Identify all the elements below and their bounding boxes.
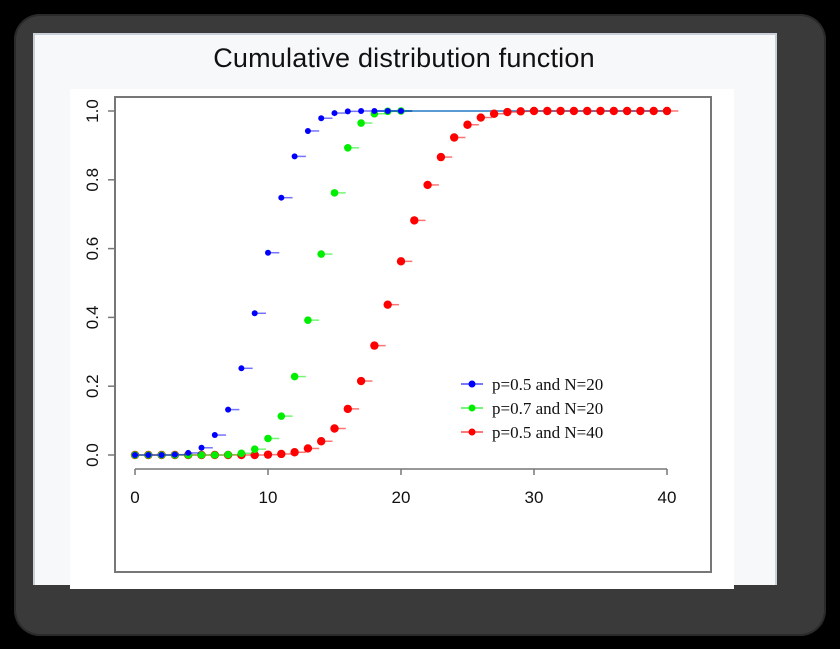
y-tick-label: 0.4 [83, 306, 102, 330]
data-point [291, 153, 298, 160]
data-point [636, 106, 645, 116]
data-point [330, 189, 339, 197]
legend-marker [468, 428, 476, 436]
data-point [436, 152, 446, 162]
data-point [197, 451, 206, 459]
data-point [198, 444, 205, 451]
data-point [290, 448, 299, 457]
data-point [343, 404, 352, 414]
legend-marker [468, 404, 476, 412]
series-0 [132, 108, 413, 458]
data-point [357, 119, 365, 127]
data-point [277, 412, 286, 420]
data-point [344, 144, 352, 152]
data-point [503, 107, 512, 117]
data-point [529, 106, 539, 116]
y-tick-label: 1.0 [83, 99, 102, 123]
data-point [304, 316, 312, 324]
data-point [596, 106, 605, 116]
data-point [371, 108, 378, 114]
legend-marker [468, 380, 476, 388]
y-tick-label: 0.2 [83, 374, 102, 398]
data-point [370, 341, 379, 350]
data-point [331, 110, 338, 117]
x-tick-label: 10 [259, 488, 278, 507]
y-tick-label: 0.0 [83, 443, 102, 467]
data-point [185, 449, 192, 456]
x-tick-label: 40 [658, 488, 677, 507]
data-point [358, 108, 365, 114]
data-point [318, 115, 325, 122]
data-point [330, 424, 339, 433]
data-point [556, 106, 565, 116]
legend: p=0.5 and N=20 p=0.7 and N=20 p=0.5 and N=… [461, 375, 603, 442]
y-tick-label: 0.8 [83, 168, 102, 192]
data-point [264, 434, 272, 443]
data-point [662, 106, 672, 116]
data-point [410, 216, 419, 225]
data-point [622, 106, 632, 116]
data-point [278, 194, 285, 201]
data-point [398, 108, 404, 114]
data-point [290, 372, 299, 381]
plot-background [70, 89, 734, 589]
data-point [396, 257, 406, 266]
data-point [476, 113, 485, 122]
data-point [450, 133, 459, 142]
data-point [344, 108, 351, 115]
data-point [171, 451, 178, 458]
data-point [383, 300, 392, 309]
data-point [211, 451, 219, 459]
data-point [463, 120, 472, 129]
data-point [251, 310, 258, 317]
data-point [265, 249, 271, 256]
chart-title: Cumulative distribution function [213, 43, 595, 73]
data-point [250, 445, 259, 453]
legend-label: p=0.5 and N=40 [492, 423, 603, 442]
data-point [304, 127, 311, 134]
data-point [384, 108, 391, 114]
data-point [569, 106, 579, 116]
data-point [423, 180, 432, 190]
data-point [609, 106, 618, 116]
x-tick-label: 30 [525, 488, 544, 507]
data-point [583, 106, 592, 116]
data-point [238, 365, 245, 372]
data-point [211, 432, 218, 439]
data-point [158, 452, 165, 458]
data-point [317, 437, 326, 446]
x-tick-label: 20 [392, 488, 411, 507]
plot-border [114, 96, 712, 573]
data-point [224, 450, 232, 459]
data-point [132, 452, 138, 458]
data-point [303, 444, 313, 453]
data-point [516, 107, 525, 116]
data-point [225, 406, 232, 413]
data-point [277, 449, 286, 459]
legend-label: p=0.5 and N=20 [492, 375, 603, 394]
y-tick-label: 0.6 [83, 237, 102, 261]
legend-label: p=0.7 and N=20 [492, 399, 603, 418]
data-point [356, 376, 366, 386]
data-point [317, 250, 326, 258]
data-point [489, 109, 499, 118]
data-point [543, 106, 552, 116]
data-point [145, 452, 152, 458]
data-point [263, 450, 273, 459]
x-tick-label: 0 [130, 488, 139, 507]
series-1 [131, 107, 413, 459]
data-point [237, 449, 246, 458]
data-point [649, 106, 658, 116]
